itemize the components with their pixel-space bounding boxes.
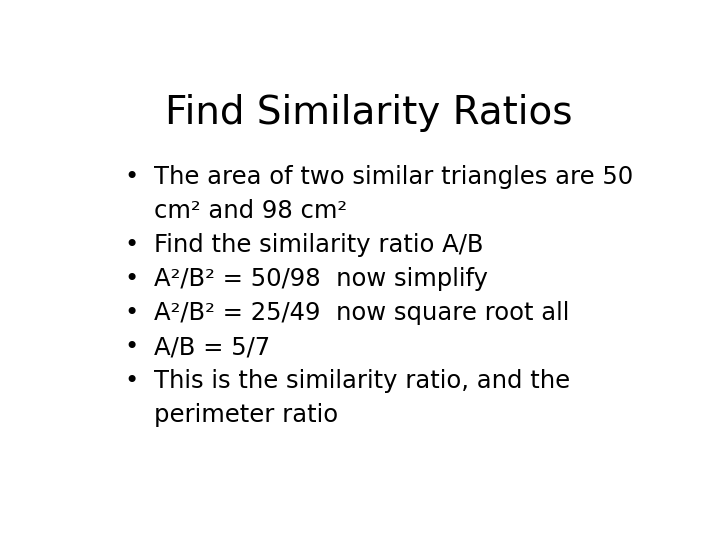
- Text: A/B = 5/7: A/B = 5/7: [154, 335, 271, 359]
- Text: •: •: [125, 369, 139, 393]
- Text: Find the similarity ratio A/B: Find the similarity ratio A/B: [154, 233, 484, 257]
- Text: •: •: [125, 165, 139, 188]
- Text: This is the similarity ratio, and the: This is the similarity ratio, and the: [154, 369, 570, 393]
- Text: Find Similarity Ratios: Find Similarity Ratios: [166, 94, 572, 132]
- Text: •: •: [125, 301, 139, 325]
- Text: A²/B² = 25/49  now square root all: A²/B² = 25/49 now square root all: [154, 301, 570, 325]
- Text: •: •: [125, 233, 139, 257]
- Text: cm² and 98 cm²: cm² and 98 cm²: [154, 199, 347, 222]
- Text: perimeter ratio: perimeter ratio: [154, 403, 338, 427]
- Text: •: •: [125, 335, 139, 359]
- Text: A²/B² = 50/98  now simplify: A²/B² = 50/98 now simplify: [154, 267, 488, 291]
- Text: The area of two similar triangles are 50: The area of two similar triangles are 50: [154, 165, 634, 188]
- Text: •: •: [125, 267, 139, 291]
